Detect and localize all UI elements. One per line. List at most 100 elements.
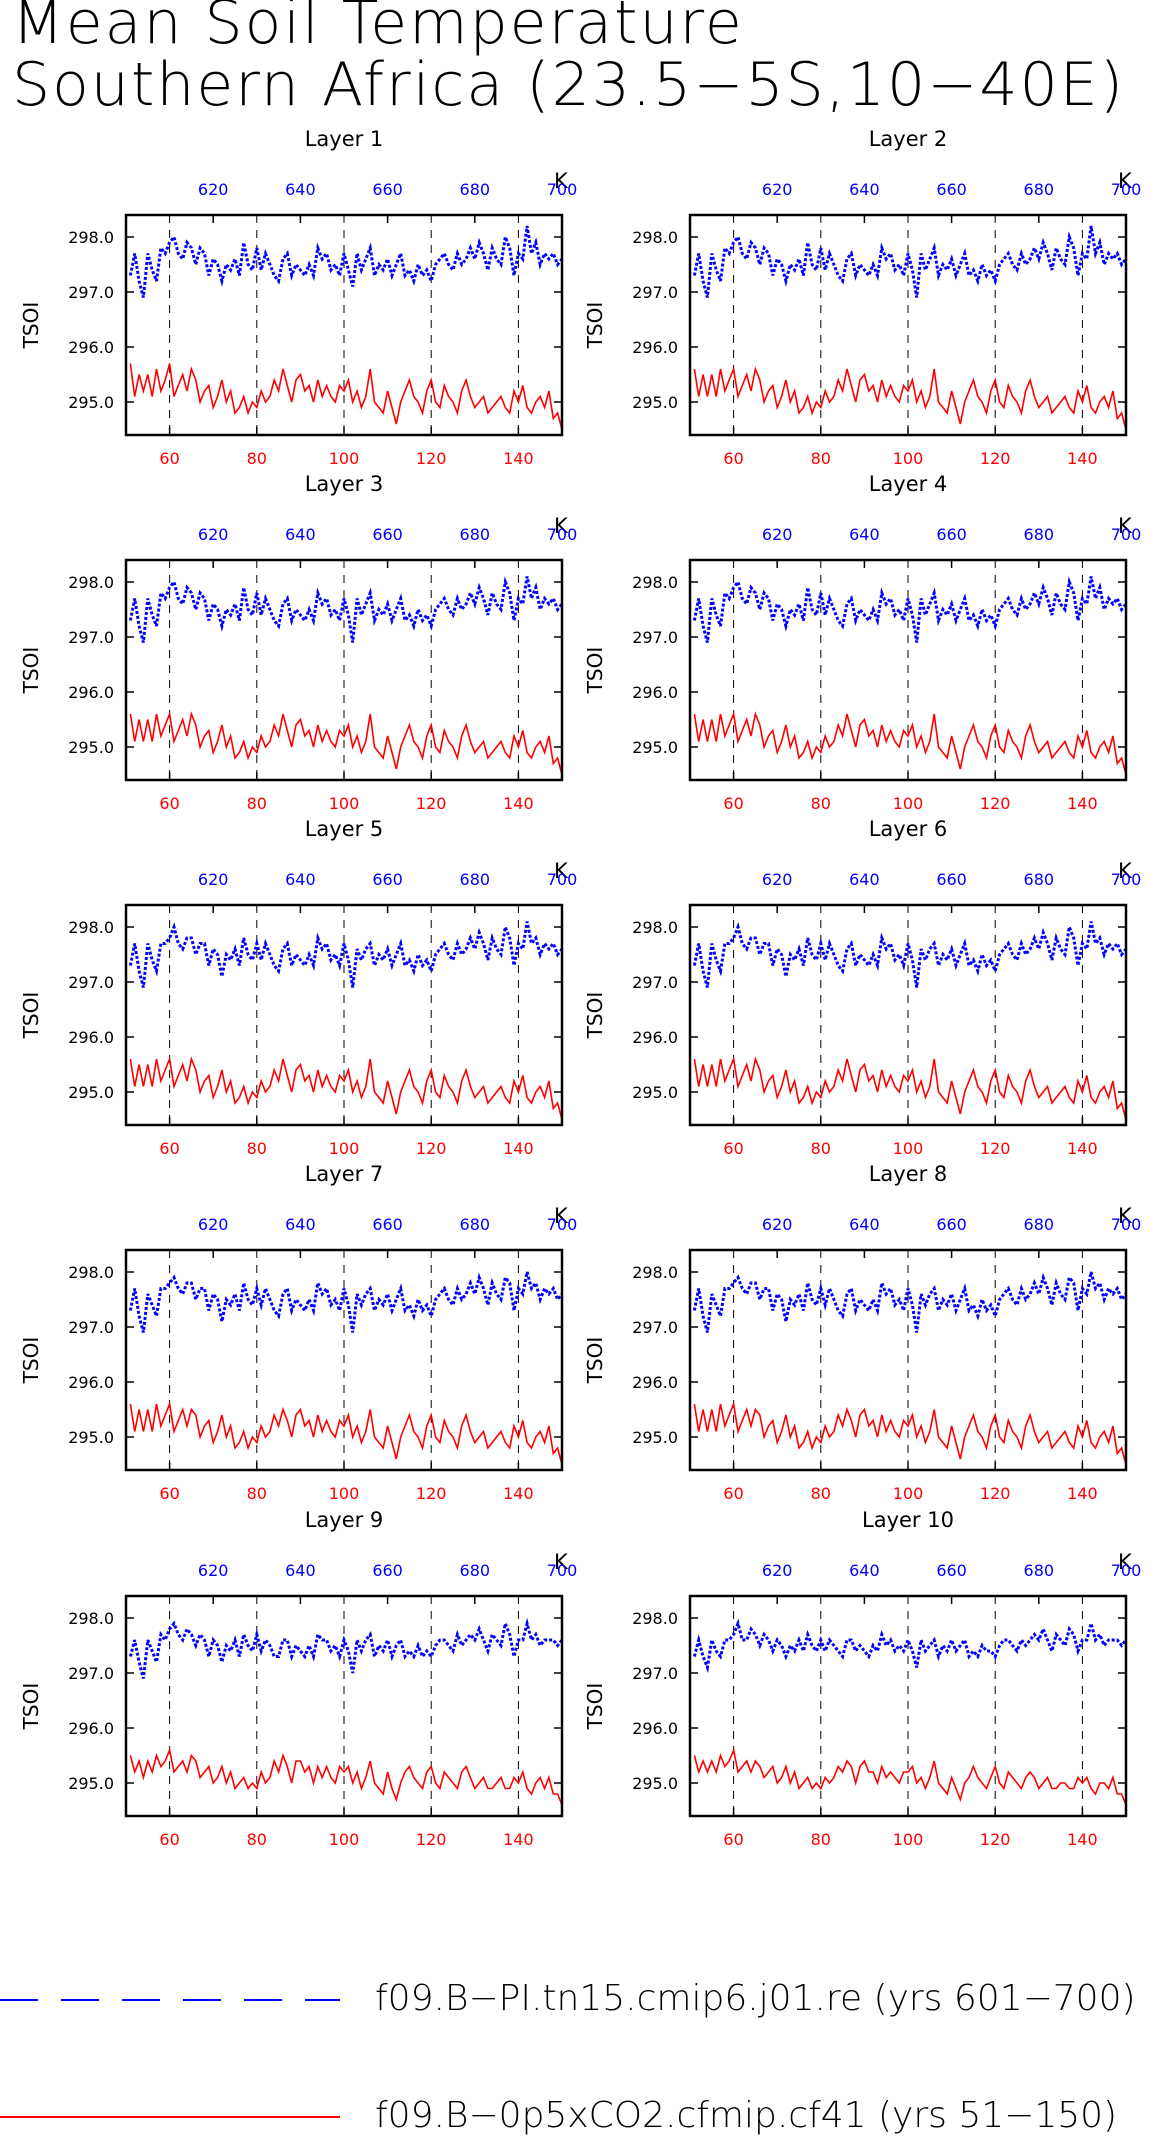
y-tick-label: 297.0 <box>68 1318 114 1337</box>
y-tick-label: 298.0 <box>632 573 678 592</box>
chart-panels: Layer 1 K 60 80 100 120 140 620 640 660 680 700 295.… <box>19 127 1141 1849</box>
top-tick-label: 700 <box>547 870 578 889</box>
plot-frame <box>124 213 564 437</box>
x-tick-label: 120 <box>416 794 447 813</box>
top-axis-unit: K <box>1118 169 1133 193</box>
top-tick-label: 680 <box>460 180 491 199</box>
y-tick-label: 298.0 <box>68 1609 114 1628</box>
x-tick-label: 100 <box>893 1484 924 1503</box>
x-tick-label: 100 <box>329 794 360 813</box>
x-tick-label: 120 <box>416 1830 447 1849</box>
top-tick-label: 640 <box>849 180 880 199</box>
x-tick-label: 120 <box>980 1484 1011 1503</box>
y-tick-label: 295.0 <box>68 1083 114 1102</box>
y-tick-label: 296.0 <box>632 1373 678 1392</box>
series-line-blue <box>692 921 1128 988</box>
top-axis-unit: K <box>1118 1204 1133 1228</box>
series-line-red <box>693 1056 1127 1120</box>
series-line-blue <box>128 1271 564 1333</box>
top-tick-label: 620 <box>198 870 229 889</box>
top-tick-label: 640 <box>849 870 880 889</box>
top-tick-label: 700 <box>547 1215 578 1234</box>
series-line-red <box>129 1747 563 1806</box>
y-tick-label: 297.0 <box>632 283 678 302</box>
y-tick-label: 295.0 <box>632 393 678 412</box>
y-tick-label: 295.0 <box>68 1774 114 1793</box>
y-tick-label: 295.0 <box>632 1428 678 1447</box>
x-tick-label: 140 <box>1067 1484 1098 1503</box>
top-axis-unit: K <box>1118 514 1133 538</box>
y-tick-label: 296.0 <box>632 338 678 357</box>
top-axis-unit: K <box>554 859 569 883</box>
top-tick-label: 680 <box>460 1561 491 1580</box>
x-tick-label: 80 <box>247 449 267 468</box>
top-tick-label: 700 <box>547 1561 578 1580</box>
y-tick-label: 298.0 <box>68 918 114 937</box>
top-tick-label: 620 <box>762 870 793 889</box>
y-tick-label: 298.0 <box>68 1263 114 1282</box>
top-tick-label: 660 <box>372 1561 403 1580</box>
top-tick-label: 680 <box>460 525 491 544</box>
top-axis-unit: K <box>554 1550 569 1574</box>
x-tick-label: 60 <box>159 1830 179 1849</box>
plot-frame <box>124 1594 564 1818</box>
chart-panel: Layer 2 K 60 80 100 120 140 620 640 660 680 700 295.… <box>583 127 1141 468</box>
x-tick-label: 100 <box>329 1484 360 1503</box>
x-tick-label: 120 <box>980 1139 1011 1158</box>
y-axis-label: TSOI <box>19 992 43 1040</box>
top-tick-label: 660 <box>372 525 403 544</box>
legend-series-2: f09.B−0p5xCO2.cfmip.cf41 (yrs 51−150) <box>0 2087 1155 2147</box>
x-tick-label: 80 <box>247 794 267 813</box>
x-tick-label: 80 <box>247 1484 267 1503</box>
panel-title: Layer 3 <box>305 472 384 496</box>
panel-title: Layer 8 <box>869 1162 948 1186</box>
top-tick-label: 680 <box>460 1215 491 1234</box>
top-tick-label: 700 <box>1111 1561 1142 1580</box>
main-title: Mean Soil Temperature Southern Africa (2… <box>12 0 1125 116</box>
top-axis-unit: K <box>1118 859 1133 883</box>
top-tick-label: 680 <box>1024 1561 1055 1580</box>
x-tick-label: 140 <box>503 794 534 813</box>
y-axis-label: TSOI <box>583 992 607 1040</box>
x-tick-label: 140 <box>1067 449 1098 468</box>
x-tick-label: 120 <box>416 1139 447 1158</box>
top-tick-label: 700 <box>1111 525 1142 544</box>
y-axis-label: TSOI <box>583 1683 607 1731</box>
series-line-blue <box>692 576 1128 643</box>
chart-panel: Layer 9 K 60 80 100 120 140 620 640 660 680 700 295.… <box>19 1508 577 1849</box>
series-line-blue <box>128 1617 564 1679</box>
x-tick-label: 60 <box>723 794 743 813</box>
x-tick-label: 60 <box>723 1484 743 1503</box>
top-tick-label: 620 <box>762 1561 793 1580</box>
series-line-red <box>129 363 563 430</box>
chart-panel: Layer 10 K 60 80 100 120 140 620 640 660 680 700 295… <box>583 1508 1141 1849</box>
y-axis-label: TSOI <box>19 302 43 350</box>
panel-title: Layer 9 <box>305 1508 384 1532</box>
top-tick-label: 640 <box>285 870 316 889</box>
title-line-2: Southern Africa (23.5−5S,10−40E) <box>12 50 1126 120</box>
top-tick-label: 640 <box>285 1561 316 1580</box>
panel-title: Layer 5 <box>305 817 384 841</box>
top-tick-label: 660 <box>372 870 403 889</box>
y-tick-label: 297.0 <box>68 628 114 647</box>
y-tick-label: 296.0 <box>632 1028 678 1047</box>
top-tick-label: 680 <box>460 870 491 889</box>
series-line-blue <box>128 921 564 988</box>
y-tick-label: 297.0 <box>632 1318 678 1337</box>
y-axis-label: TSOI <box>19 647 43 695</box>
top-tick-label: 640 <box>285 1215 316 1234</box>
x-tick-label: 100 <box>329 1830 360 1849</box>
x-tick-label: 100 <box>893 449 924 468</box>
x-tick-label: 80 <box>811 794 831 813</box>
x-tick-label: 100 <box>893 1830 924 1849</box>
x-tick-label: 80 <box>811 449 831 468</box>
y-axis-label: TSOI <box>583 1337 607 1385</box>
top-axis-unit: K <box>554 169 569 193</box>
top-tick-label: 620 <box>762 1215 793 1234</box>
chart-panel: Layer 4 K 60 80 100 120 140 620 640 660 680 700 295.… <box>583 472 1141 813</box>
x-tick-label: 80 <box>811 1484 831 1503</box>
x-tick-label: 140 <box>1067 1830 1098 1849</box>
y-axis-label: TSOI <box>19 1337 43 1385</box>
top-axis-unit: K <box>1118 1550 1133 1574</box>
x-tick-label: 60 <box>159 794 179 813</box>
